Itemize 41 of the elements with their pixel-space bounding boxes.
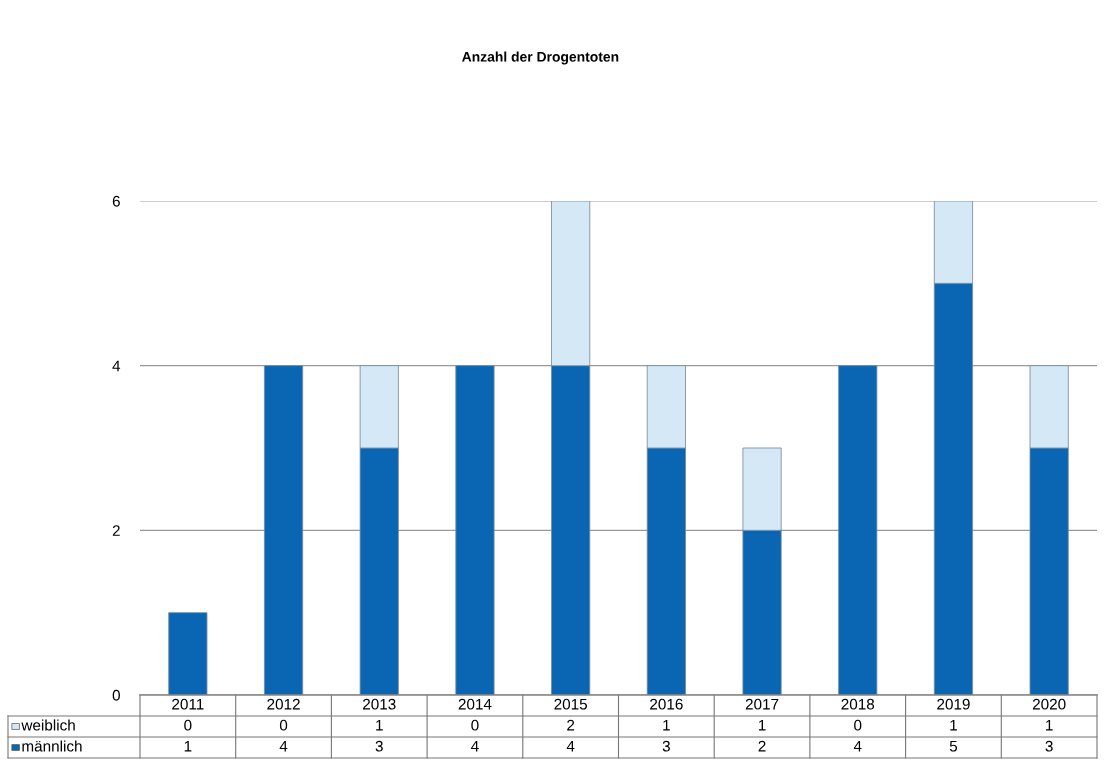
x-tick-label: 2015 (554, 698, 587, 710)
x-tick-label: 2012 (267, 698, 300, 710)
bar (455, 365, 495, 695)
y-tick-label: 0 (112, 689, 120, 701)
data-label: 2 (758, 740, 766, 752)
data-label: 3 (662, 740, 670, 752)
data-label: 0 (471, 719, 479, 731)
x-tick-label: 2020 (1032, 698, 1066, 710)
data-label: 3 (1045, 740, 1053, 752)
data-label: 0 (184, 719, 192, 731)
data-label: 1 (758, 719, 766, 731)
x-tick-label: 2014 (458, 698, 492, 710)
x-tick-label: 2013 (363, 698, 396, 710)
y-tick-label: 2 (112, 525, 120, 536)
data-label: 1 (1046, 719, 1053, 731)
data-label: 4 (279, 740, 288, 752)
y-tick-label: 6 (112, 195, 120, 207)
data-label: 4 (853, 740, 862, 752)
x-tick-label: 2018 (841, 698, 875, 710)
bar (838, 365, 878, 695)
data-label: 4 (566, 740, 575, 752)
data-label: 3 (375, 740, 383, 752)
bar (263, 365, 304, 695)
data-label: 0 (279, 719, 288, 731)
x-tick-label: 2019 (937, 698, 970, 710)
chart-title: Anzahl der Drogentoten (462, 51, 619, 65)
legend-label: weiblich (21, 719, 75, 731)
y-tick-label: 4 (112, 360, 121, 372)
bar (168, 612, 208, 695)
data-label: 2 (567, 719, 575, 731)
data-label: 0 (854, 719, 862, 731)
data-label: 1 (950, 719, 957, 731)
data-label: 4 (471, 740, 479, 752)
x-tick-label: 2016 (650, 698, 683, 710)
data-label: 1 (663, 719, 670, 731)
x-tick-label: 2017 (745, 698, 779, 710)
x-tick-label: 2011 (172, 698, 204, 710)
legend-label: männlich (22, 740, 82, 752)
data-label: 1 (376, 719, 383, 731)
data-label: 5 (949, 740, 958, 752)
data-label: 1 (184, 740, 192, 752)
